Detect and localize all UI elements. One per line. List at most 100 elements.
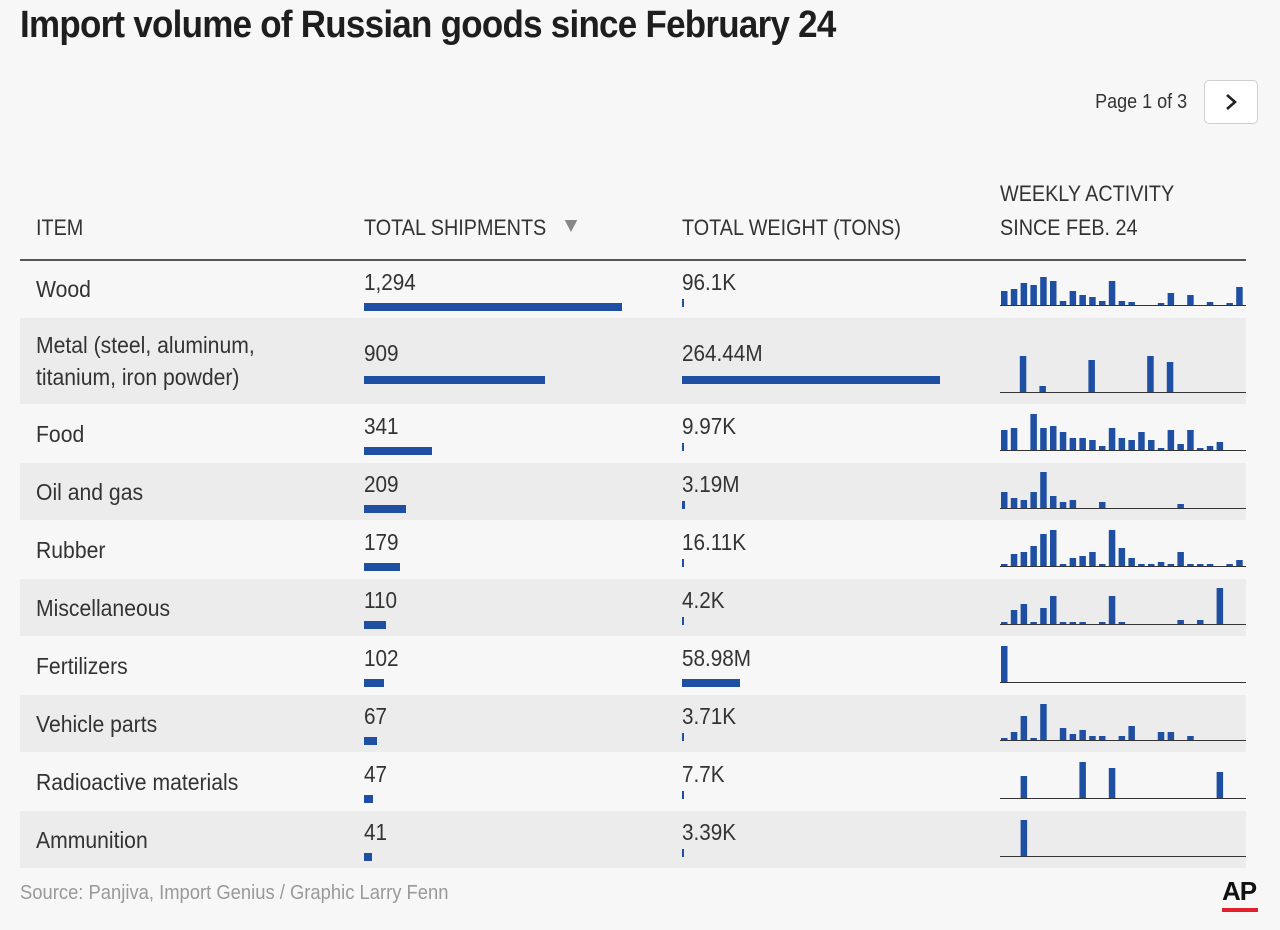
weekly-activity-sparkline — [1000, 530, 1246, 567]
weekly-bar — [1030, 622, 1037, 624]
column-header-weight[interactable]: TOTAL WEIGHT (TONS) — [682, 215, 901, 240]
table-row: Fertilizers 102 58.98M — [20, 637, 1246, 695]
weekly-bar — [1138, 564, 1145, 566]
weekly-bar — [1010, 428, 1018, 450]
weight-value: 96.1K — [682, 269, 737, 295]
shipments-value: 110 — [364, 587, 398, 613]
shipments-value: 1,294 — [364, 269, 416, 295]
shipments-bar — [364, 376, 545, 384]
weekly-bar — [1050, 596, 1057, 624]
weekly-bar — [1089, 736, 1096, 740]
weekly-bar — [1187, 736, 1194, 740]
weekly-bar — [1019, 356, 1027, 392]
weekly-bar — [1020, 604, 1028, 624]
table-row: Oil and gas 209 3.19M — [20, 463, 1246, 521]
weekly-activity-sparkline — [1000, 588, 1246, 625]
weekly-bar — [1226, 564, 1233, 566]
weekly-bar — [1020, 776, 1028, 798]
item-name: Metal (steel, aluminum, titanium, iron p… — [36, 318, 336, 404]
chevron-right-icon — [1226, 94, 1237, 110]
weekly-bar — [1050, 530, 1057, 566]
weekly-bar — [1226, 303, 1233, 305]
weekly-bar — [1001, 492, 1008, 508]
item-name-text: Vehicle parts — [36, 710, 158, 737]
weekly-bar — [1010, 289, 1018, 305]
item-name: Miscellaneous — [36, 579, 336, 636]
shipments-value: 209 — [364, 471, 399, 497]
column-header-item[interactable]: ITEM — [36, 215, 84, 240]
weight-value: 58.98M — [682, 645, 752, 671]
weekly-bar — [1166, 362, 1174, 392]
item-name-text: Food — [36, 420, 85, 447]
weekly-bar — [1010, 554, 1018, 566]
weekly-bar — [1187, 430, 1194, 450]
weight-bar — [682, 501, 685, 509]
column-header-shipments-label: TOTAL SHIPMENTS — [364, 215, 547, 240]
table-row: Ammunition 41 3.39K — [20, 811, 1246, 869]
shipments-bar — [364, 447, 432, 455]
weekly-bar — [1079, 556, 1086, 566]
weekly-bar — [1167, 564, 1175, 566]
sort-descending-icon — [564, 220, 577, 232]
weekly-bar — [1206, 302, 1214, 305]
imports-table: ITEM TOTAL SHIPMENTS TOTAL WEIGHT (TONS)… — [20, 165, 1246, 869]
ap-logo: AP — [1222, 876, 1258, 916]
weekly-bar — [1157, 562, 1165, 566]
weight-bar — [682, 376, 940, 384]
weekly-bar — [1118, 622, 1126, 624]
weekly-bar — [1069, 622, 1077, 624]
weekly-bar — [1040, 608, 1047, 624]
weight-value: 7.7K — [682, 761, 725, 787]
weight-value: 16.11K — [682, 529, 747, 555]
weekly-bar — [1001, 622, 1008, 624]
item-name: Food — [36, 405, 336, 462]
shipments-value: 341 — [364, 413, 399, 439]
weekly-bar — [1099, 622, 1106, 624]
weekly-bar — [1099, 736, 1106, 740]
weekly-bar — [1108, 530, 1116, 566]
weekly-bar — [1030, 546, 1037, 566]
weekly-bar — [1118, 438, 1126, 450]
weekly-bar — [1050, 426, 1057, 450]
weekly-activity-sparkline — [1000, 762, 1246, 799]
weekly-bar — [1040, 534, 1047, 566]
weekly-bar — [1216, 588, 1224, 624]
weekly-bar — [1148, 564, 1155, 566]
weekly-bar — [1030, 738, 1037, 740]
weekly-bar — [1040, 704, 1047, 740]
weight-bar — [682, 733, 684, 741]
weekly-bar — [1157, 303, 1165, 305]
weekly-bar — [1236, 560, 1243, 566]
weekly-bar — [1236, 287, 1243, 305]
item-name: Oil and gas — [36, 463, 336, 520]
shipments-bar — [364, 505, 406, 513]
item-name-text: Wood — [36, 276, 91, 302]
weekly-bar — [1079, 438, 1086, 450]
item-name: Fertilizers — [36, 637, 336, 694]
column-header-shipments[interactable]: TOTAL SHIPMENTS — [364, 215, 577, 241]
weekly-activity-sparkline — [1000, 472, 1246, 509]
weight-value: 3.39K — [682, 819, 737, 845]
weekly-bar — [1177, 504, 1184, 508]
weekly-bar — [1206, 564, 1214, 566]
weekly-activity-sparkline — [1000, 820, 1246, 857]
weekly-bar — [1128, 440, 1135, 450]
next-page-button[interactable] — [1204, 80, 1258, 124]
weekly-bar — [1001, 646, 1008, 682]
weekly-bar — [1099, 301, 1106, 305]
weekly-bar — [1059, 502, 1067, 508]
weekly-bar — [1216, 442, 1224, 450]
weekly-bar — [1167, 430, 1175, 450]
weekly-bar — [1187, 564, 1194, 566]
weekly-activity-sparkline — [1000, 277, 1246, 306]
weekly-bar — [1099, 564, 1106, 566]
weekly-bar — [1089, 297, 1096, 305]
table-body: Wood 1,294 96.1K Metal (steel, aluminum, ti… — [20, 261, 1246, 869]
weight-value: 264.44M — [682, 340, 763, 366]
weekly-bar — [1069, 558, 1077, 566]
weekly-bar — [1001, 291, 1008, 305]
shipments-value: 102 — [364, 645, 399, 671]
weekly-bar — [1001, 738, 1008, 740]
weekly-bar — [1187, 295, 1194, 305]
weekly-bar — [1010, 732, 1018, 740]
